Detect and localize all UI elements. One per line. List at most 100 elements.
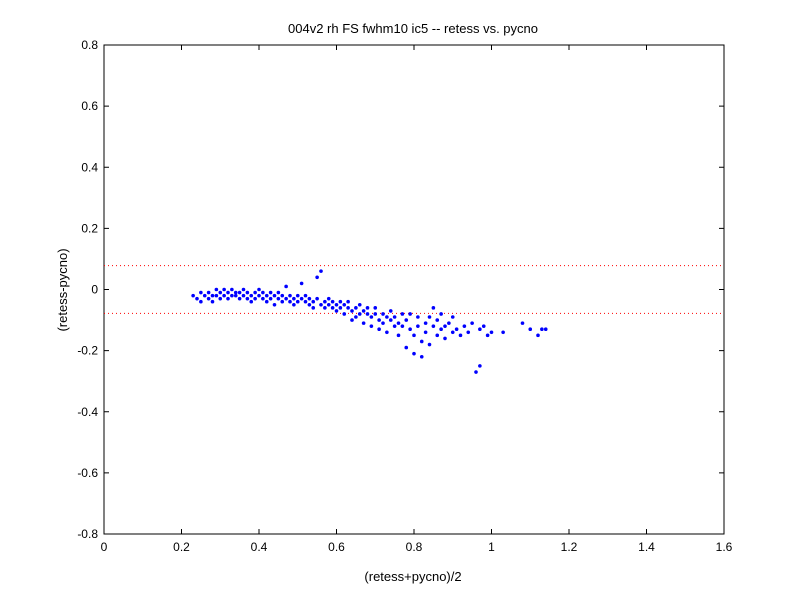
data-point xyxy=(400,312,405,316)
x-tick-label: 0.4 xyxy=(251,540,268,554)
data-point xyxy=(295,293,300,298)
x-tick-label: 1.2 xyxy=(561,540,578,554)
data-point xyxy=(350,309,354,313)
data-point xyxy=(284,296,288,301)
data-point xyxy=(431,306,436,310)
data-point xyxy=(222,293,226,298)
data-point xyxy=(214,287,219,292)
data-point xyxy=(427,315,432,319)
data-point xyxy=(412,351,416,356)
data-point xyxy=(222,287,226,292)
data-point xyxy=(462,324,467,328)
x-tick-label: 0 xyxy=(101,540,108,554)
data-point xyxy=(439,327,443,332)
x-tick-label: 0.6 xyxy=(328,540,345,554)
data-point xyxy=(303,293,308,298)
data-point xyxy=(233,293,238,298)
data-point xyxy=(470,321,474,325)
data-point xyxy=(261,296,265,301)
data-point xyxy=(404,318,409,322)
data-point xyxy=(237,296,242,301)
data-point xyxy=(218,296,223,301)
data-point xyxy=(423,330,428,335)
data-point xyxy=(288,299,292,304)
data-point xyxy=(218,290,223,295)
x-tick-label: 0.2 xyxy=(173,540,190,554)
data-point xyxy=(257,287,261,292)
data-point xyxy=(206,290,211,295)
data-point xyxy=(330,299,335,304)
data-point xyxy=(230,293,234,298)
x-axis-label: (retess+pycno)/2 xyxy=(364,569,461,584)
data-point xyxy=(346,306,350,310)
data-point xyxy=(388,318,393,322)
data-point xyxy=(280,299,285,304)
data-point xyxy=(450,330,455,335)
data-point xyxy=(354,315,358,319)
data-point xyxy=(288,293,292,298)
data-point xyxy=(249,299,254,304)
y-tick-label: 0.2 xyxy=(81,221,98,235)
data-point xyxy=(272,293,277,298)
data-point xyxy=(245,290,250,295)
data-point xyxy=(388,309,393,313)
data-point xyxy=(400,324,405,328)
data-point xyxy=(501,330,505,335)
data-point xyxy=(416,324,420,328)
data-point xyxy=(423,321,428,325)
data-point xyxy=(427,342,432,347)
data-point xyxy=(202,293,207,298)
data-point xyxy=(342,302,347,307)
data-point xyxy=(245,296,250,301)
data-point xyxy=(489,330,494,335)
data-point xyxy=(392,315,397,319)
data-point xyxy=(450,315,455,319)
data-point xyxy=(381,312,385,316)
data-point xyxy=(520,321,525,325)
data-point xyxy=(307,296,312,301)
data-point xyxy=(435,318,440,322)
data-point xyxy=(323,306,327,310)
data-point xyxy=(369,315,374,319)
y-tick-label: -0.8 xyxy=(77,527,98,541)
data-point xyxy=(485,333,490,338)
data-point xyxy=(319,269,323,273)
data-point xyxy=(292,302,296,307)
y-tick-label: -0.4 xyxy=(77,405,98,419)
y-tick-label: 0.4 xyxy=(81,160,98,174)
data-point xyxy=(237,290,242,295)
data-point xyxy=(346,299,350,304)
data-point xyxy=(299,281,304,286)
y-tick-label: -0.2 xyxy=(77,344,98,358)
data-point xyxy=(210,299,215,304)
data-point xyxy=(443,324,447,328)
data-point xyxy=(361,309,366,313)
data-point xyxy=(195,296,199,301)
data-point xyxy=(315,275,319,280)
data-point xyxy=(431,324,436,328)
data-point xyxy=(419,339,424,344)
data-point xyxy=(315,296,319,301)
plot-area: 0 0.2 0.4 0.6 0.8 1 1.2 1.4 1.6 -0.8 -0.6 -0.4 -0.2 0… xyxy=(77,38,732,554)
data-point xyxy=(373,306,378,310)
data-point xyxy=(230,287,234,292)
data-point xyxy=(326,302,331,307)
data-point xyxy=(416,315,420,319)
data-point xyxy=(253,290,257,295)
data-point xyxy=(381,321,385,325)
data-point xyxy=(474,370,478,374)
data-point xyxy=(404,345,409,350)
data-point xyxy=(303,299,308,304)
x-tick-label: 1.4 xyxy=(638,540,655,554)
data-point xyxy=(268,296,273,301)
data-point xyxy=(342,312,347,316)
data-point xyxy=(396,333,401,338)
data-point xyxy=(268,290,273,295)
data-point xyxy=(261,290,265,295)
data-point xyxy=(307,302,312,307)
data-point xyxy=(199,290,203,295)
data-point xyxy=(466,330,471,335)
data-point xyxy=(419,354,424,359)
